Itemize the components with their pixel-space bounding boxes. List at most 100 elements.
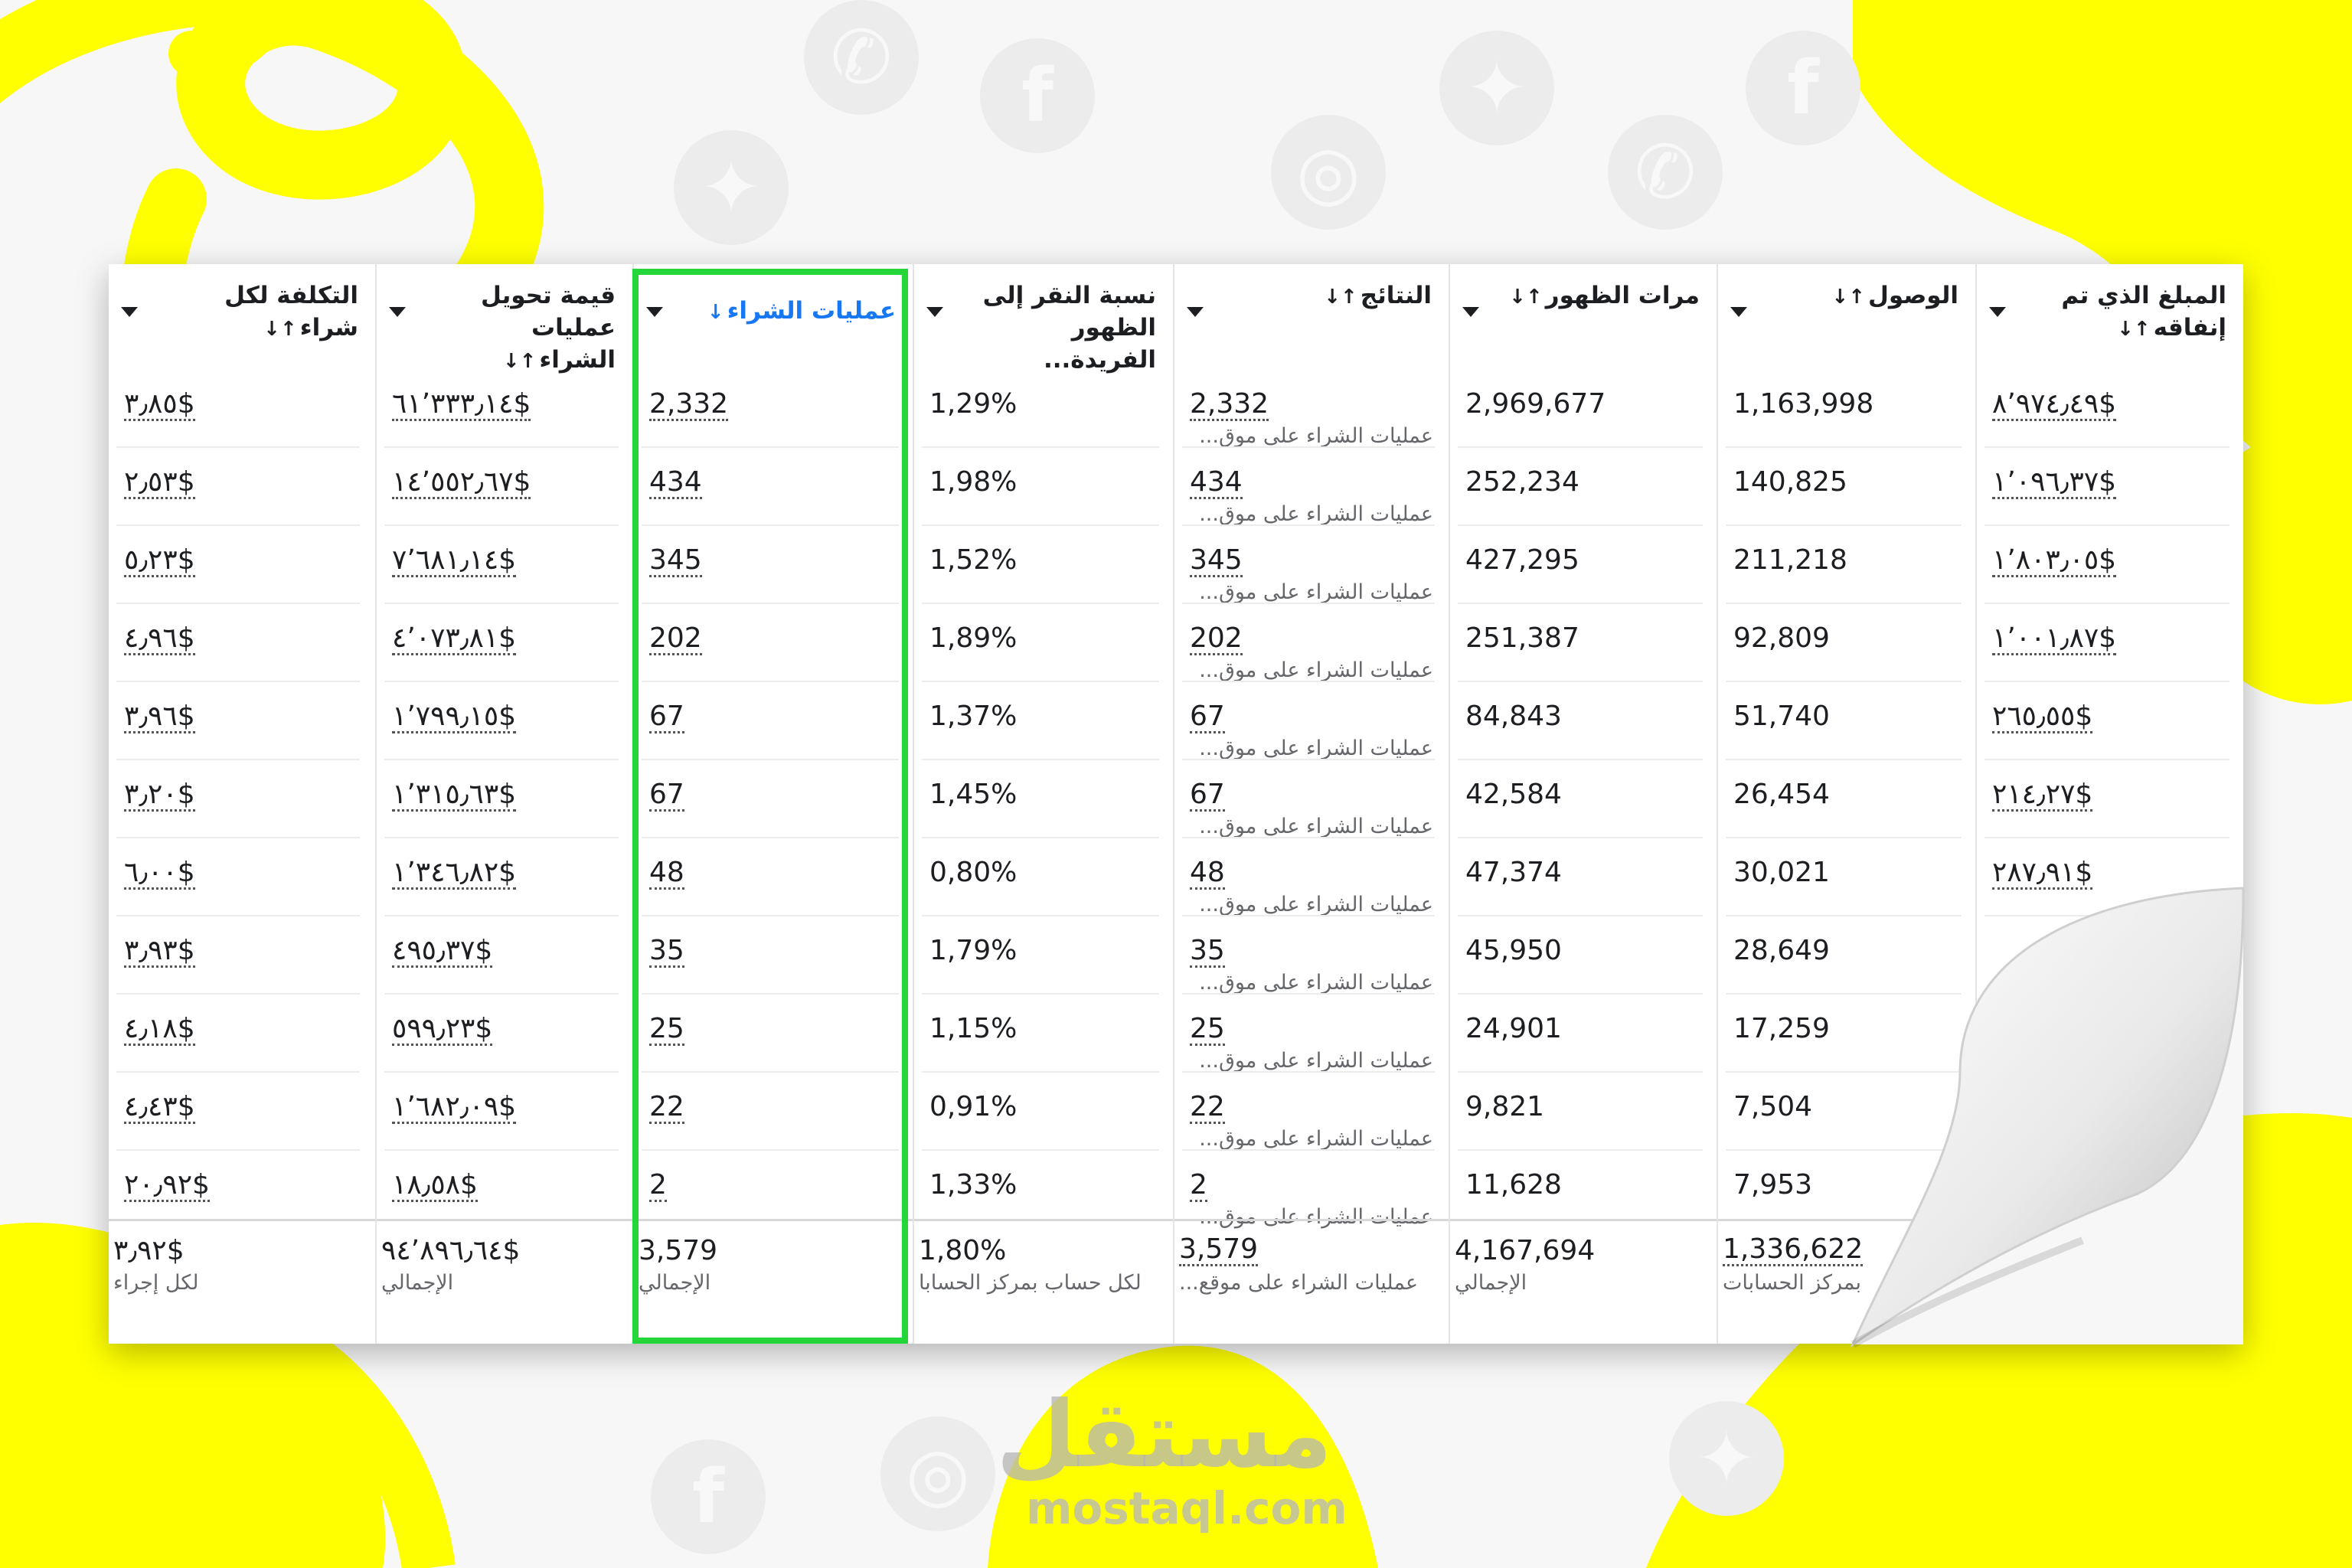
table-cell[interactable]: ٢٦٥٫٥٥$ (1977, 701, 2243, 733)
table-cell[interactable]: ٢٫٥٣$ (109, 466, 375, 499)
chevron-down-icon[interactable] (1462, 307, 1479, 317)
cell-value: 92,809 (1733, 622, 1830, 654)
table-cell[interactable]: 25 (634, 1013, 913, 1046)
table-cell[interactable] (1977, 935, 2243, 966)
column-2: عمليات الشراء↓ 2,332 434 345 202 67 67 48 35 25 22… (632, 264, 913, 1344)
table-footer-cell: 3,579 الإجمالي (634, 1219, 913, 1344)
table-cell[interactable]: ١٨٫٥٨$ (377, 1169, 632, 1202)
table-cell[interactable]: ٤٫٩٦$ (109, 622, 375, 655)
table-cell[interactable]: ١٬٦٨٢٫٠٩$ (377, 1091, 632, 1124)
table-cell[interactable]: ١٬٣١٥٫٦٣$ (377, 779, 632, 812)
row-divider (384, 837, 619, 838)
table-cell[interactable]: 434 (634, 466, 913, 499)
sort-icon[interactable]: ↑↓ (502, 350, 537, 373)
column-header[interactable]: قيمة تحويل عمليات الشراء↑↓ (377, 264, 632, 374)
table-cell[interactable]: ٦١٬٣٣٣٫١٤$ (377, 388, 632, 421)
row-divider (384, 993, 619, 995)
chevron-down-icon[interactable] (1730, 307, 1747, 317)
table-cell[interactable]: ٥٩٩٫٢٣$ (377, 1013, 632, 1046)
table-cell[interactable]: 48 عمليات الشراء على موق... (1174, 857, 1449, 916)
column-header[interactable]: نسبة النقر إلى الظهور الفريدة... (914, 264, 1173, 374)
table-cell[interactable]: ٣٫٨٥$ (109, 388, 375, 421)
table-cell[interactable]: ٤٫٤٣$ (109, 1091, 375, 1124)
table-cell[interactable]: ٨٬٩٧٤٫٤٩$ (1977, 388, 2243, 421)
table-cell[interactable] (1977, 1169, 2243, 1200)
column-header[interactable]: مرات الظهور↑↓ (1450, 264, 1717, 368)
sort-icon[interactable]: ↑↓ (1509, 286, 1543, 309)
table-cell[interactable]: ١٬٨٠٣٫٠٥$ (1977, 544, 2243, 577)
table-cell[interactable]: ١٬٣٤٦٫٨٢$ (377, 857, 632, 890)
cell-value: 67 (1190, 779, 1225, 812)
table-cell[interactable]: ٣٫٩٦$ (109, 701, 375, 733)
table-cell: 427,295 (1450, 544, 1717, 576)
cell-value: 1,37% (929, 701, 1018, 732)
table-cell[interactable]: 434 عمليات الشراء على موق... (1174, 466, 1449, 526)
table-cell[interactable]: ١٬٧٩٩٫١٥$ (377, 701, 632, 733)
column-4: النتائج↑↓ 2,332 عمليات الشراء على موق... 43… (1173, 264, 1449, 1344)
table-cell[interactable]: ١٬٠٠١٫٨٧$ (1977, 622, 2243, 655)
sort-icon[interactable]: ↑↓ (263, 318, 297, 341)
table-cell[interactable]: ٧٬٦٨١٫١٤$ (377, 544, 632, 577)
table-footer-cell: ٩٤٬٨٩٦٫٦٤$ الإجمالي (377, 1219, 632, 1344)
table-cell[interactable]: 22 (634, 1091, 913, 1124)
column-header-label: الوصول (1868, 282, 1958, 309)
chevron-down-icon[interactable] (389, 307, 406, 317)
sort-icon[interactable]: ↑↓ (1324, 286, 1357, 309)
table-cell[interactable]: 67 (634, 701, 913, 733)
table-cell[interactable]: 2 (634, 1169, 913, 1202)
sort-icon[interactable]: ↓ (707, 301, 724, 324)
table-cell[interactable]: 67 (634, 779, 913, 812)
table-cell[interactable]: 2 عمليات الشراء على موق... (1174, 1169, 1449, 1229)
sort-icon[interactable]: ↑↓ (2117, 318, 2151, 341)
table-cell[interactable]: 35 (634, 935, 913, 968)
column-header[interactable]: النتائج↑↓ (1174, 264, 1449, 368)
sort-icon[interactable]: ↑↓ (1831, 286, 1865, 309)
table-cell[interactable]: ٢١٤٫٢٧$ (1977, 779, 2243, 812)
column-header[interactable]: التكلفة لكل شراء↑↓ (109, 264, 375, 368)
table-cell[interactable]: 2,332 عمليات الشراء على موق... (1174, 388, 1449, 448)
table-cell[interactable]: 35 عمليات الشراء على موق... (1174, 935, 1449, 995)
column-header[interactable]: الوصول↑↓ (1718, 264, 1975, 368)
chevron-down-icon[interactable] (926, 307, 943, 317)
table-cell[interactable]: 2,332 (634, 388, 913, 421)
column-header[interactable]: عمليات الشراء↓ (634, 264, 913, 368)
table-cell[interactable]: 202 عمليات الشراء على موق... (1174, 622, 1449, 682)
table-cell[interactable]: 345 عمليات الشراء على موق... (1174, 544, 1449, 604)
table-cell: 11,628 (1450, 1169, 1717, 1200)
table-cell[interactable]: ٣٫٢٠$ (109, 779, 375, 812)
table-cell[interactable]: 67 عمليات الشراء على موق... (1174, 779, 1449, 838)
table-cell[interactable]: ١٤٬٥٥٢٫٦٧$ (377, 466, 632, 499)
table-cell[interactable] (1977, 1091, 2243, 1122)
table-cell[interactable]: ٢٠٫٩٢$ (109, 1169, 375, 1202)
cell-value: 2,332 (649, 388, 729, 421)
table-cell[interactable]: 25 عمليات الشراء على موق... (1174, 1013, 1449, 1073)
watermark-arabic: مستقل (996, 1382, 1332, 1488)
table-cell[interactable]: ٦٫٠٠$ (109, 857, 375, 890)
cell-value: 1,163,998 (1733, 388, 1874, 420)
table-cell[interactable]: ٥٫٢٣$ (109, 544, 375, 577)
chevron-down-icon[interactable] (121, 307, 138, 317)
table-cell[interactable]: ٢٨٧٫٩١$ (1977, 857, 2243, 890)
chevron-down-icon[interactable] (646, 307, 663, 317)
table-cell[interactable]: ٤٩٥٫٣٧$ (377, 935, 632, 968)
table-cell[interactable]: 48 (634, 857, 913, 890)
row-divider (642, 603, 899, 604)
table-cell[interactable]: 345 (634, 544, 913, 577)
table-cell[interactable]: ١٬٠٩٦٫٣٧$ (1977, 466, 2243, 499)
row-divider (1984, 603, 2230, 604)
table-cell[interactable]: 22 عمليات الشراء على موق... (1174, 1091, 1449, 1151)
table-cell[interactable] (1977, 1013, 2243, 1044)
column-header-label: قيمة تحويل عمليات الشراء (480, 282, 616, 374)
table-cell[interactable]: 67 عمليات الشراء على موق... (1174, 701, 1449, 760)
table-cell[interactable]: ٤٬٠٧٣٫٨١$ (377, 622, 632, 655)
whatsapp-icon: ✆ (804, 0, 919, 115)
table-cell[interactable]: ٤٫١٨$ (109, 1013, 375, 1046)
table-cell[interactable]: ٣٫٩٣$ (109, 935, 375, 968)
cell-subtitle: عمليات الشراء على موق... (1199, 1205, 1433, 1229)
chevron-down-icon[interactable] (1989, 307, 2006, 317)
chevron-down-icon[interactable] (1187, 307, 1204, 317)
table-cell[interactable]: 202 (634, 622, 913, 655)
column-header[interactable]: المبلغ الذي تم إنفاقه↑↓ (1977, 264, 2243, 368)
cell-value: 1,89% (929, 622, 1018, 654)
cell-value: 2,332 (1190, 388, 1269, 421)
